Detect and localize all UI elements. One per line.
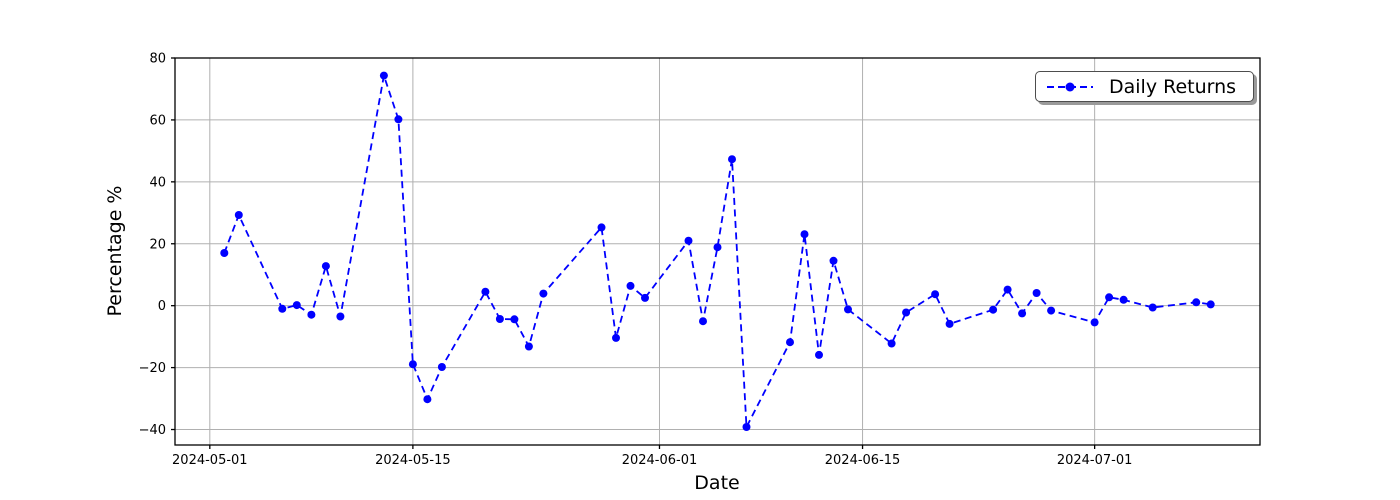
data-point <box>408 360 417 369</box>
y-tick-label: −20 <box>139 361 166 376</box>
data-line <box>223 75 1211 431</box>
data-point <box>728 155 736 164</box>
data-point <box>1206 300 1215 309</box>
data-point <box>597 223 606 232</box>
x-tick-label: 2024-06-01 <box>622 453 698 468</box>
data-point <box>815 350 823 359</box>
x-tick-label: 2024-06-15 <box>825 453 901 468</box>
legend-label: Daily Returns <box>1109 75 1237 98</box>
data-point <box>931 290 940 299</box>
x-axis-label: Date <box>694 472 740 494</box>
y-tick-label: 60 <box>149 113 166 128</box>
data-point <box>510 315 519 324</box>
y-tick-label: 80 <box>149 52 166 67</box>
data-point <box>641 293 649 302</box>
data-point <box>945 319 954 328</box>
y-tick-label: 20 <box>149 237 166 252</box>
data-point <box>887 339 896 348</box>
data-point <box>713 243 722 252</box>
data-point <box>902 308 911 317</box>
y-tick-label: 0 <box>158 299 166 314</box>
data-point <box>1192 298 1201 307</box>
data-point <box>612 333 620 342</box>
data-point <box>699 317 707 326</box>
data-point <box>626 281 635 290</box>
legend-line-sample <box>1047 82 1093 91</box>
data-point <box>1018 309 1027 318</box>
data-point <box>495 315 504 323</box>
data-point <box>234 211 243 219</box>
data-point <box>1148 303 1157 312</box>
data-point <box>1119 295 1128 304</box>
x-tick-label: 2024-05-01 <box>172 453 248 468</box>
y-tick-label: 40 <box>149 175 166 190</box>
data-point <box>684 236 693 245</box>
data-point <box>379 71 388 80</box>
data-point <box>336 312 345 321</box>
data-point <box>1105 293 1114 302</box>
data-point <box>1032 289 1041 297</box>
data-point <box>1090 318 1099 327</box>
data-point <box>844 305 852 314</box>
data-point <box>1047 306 1056 315</box>
data-point <box>539 289 548 298</box>
legend-marker-icon <box>1065 82 1075 91</box>
data-point <box>1003 285 1012 294</box>
data-point <box>423 395 432 404</box>
data-point <box>321 262 330 271</box>
data-point <box>220 249 229 257</box>
data-point <box>437 363 446 371</box>
x-tick-label: 2024-07-01 <box>1057 453 1133 468</box>
data-point <box>524 342 533 351</box>
data-point <box>742 423 751 431</box>
plot-border <box>174 57 1261 446</box>
legend: Daily Returns <box>1035 71 1254 102</box>
data-point <box>292 301 301 310</box>
data-point <box>394 115 403 124</box>
data-point <box>307 310 316 319</box>
x-tick-label: 2024-05-15 <box>375 453 451 468</box>
data-point <box>989 305 998 314</box>
y-axis-label: Percentage % <box>104 185 126 317</box>
data-point <box>829 256 838 265</box>
data-point <box>481 287 490 296</box>
y-tick-label: −40 <box>139 423 166 438</box>
data-point <box>800 230 809 239</box>
data-point <box>278 304 287 313</box>
data-point <box>786 338 794 347</box>
